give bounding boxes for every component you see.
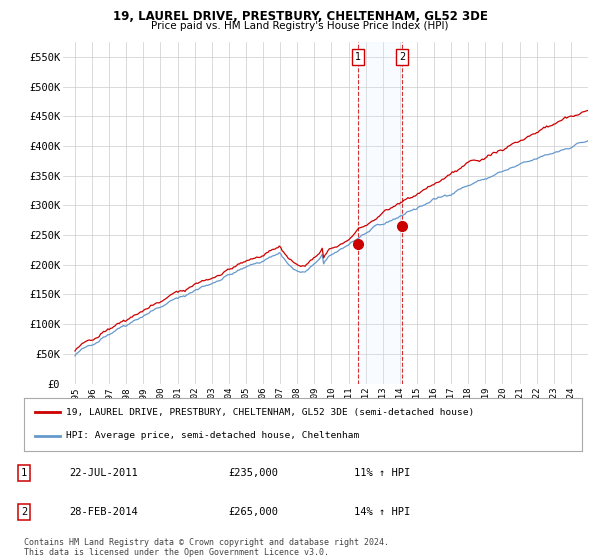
Text: 1: 1 xyxy=(355,52,361,62)
Text: 2: 2 xyxy=(399,52,405,62)
Text: 28-FEB-2014: 28-FEB-2014 xyxy=(69,507,138,517)
Text: Price paid vs. HM Land Registry's House Price Index (HPI): Price paid vs. HM Land Registry's House … xyxy=(151,21,449,31)
Bar xyxy=(358,42,402,384)
Text: £265,000: £265,000 xyxy=(228,507,278,517)
Text: 2: 2 xyxy=(21,507,27,517)
Text: 1: 1 xyxy=(21,468,27,478)
Text: HPI: Average price, semi-detached house, Cheltenham: HPI: Average price, semi-detached house,… xyxy=(66,431,359,440)
Text: £235,000: £235,000 xyxy=(228,468,278,478)
Text: Contains HM Land Registry data © Crown copyright and database right 2024.
This d: Contains HM Land Registry data © Crown c… xyxy=(24,538,389,557)
Text: 11% ↑ HPI: 11% ↑ HPI xyxy=(354,468,410,478)
Text: 22-JUL-2011: 22-JUL-2011 xyxy=(69,468,138,478)
Text: 19, LAUREL DRIVE, PRESTBURY, CHELTENHAM, GL52 3DE: 19, LAUREL DRIVE, PRESTBURY, CHELTENHAM,… xyxy=(113,10,487,23)
Text: 14% ↑ HPI: 14% ↑ HPI xyxy=(354,507,410,517)
Text: 19, LAUREL DRIVE, PRESTBURY, CHELTENHAM, GL52 3DE (semi-detached house): 19, LAUREL DRIVE, PRESTBURY, CHELTENHAM,… xyxy=(66,408,474,417)
